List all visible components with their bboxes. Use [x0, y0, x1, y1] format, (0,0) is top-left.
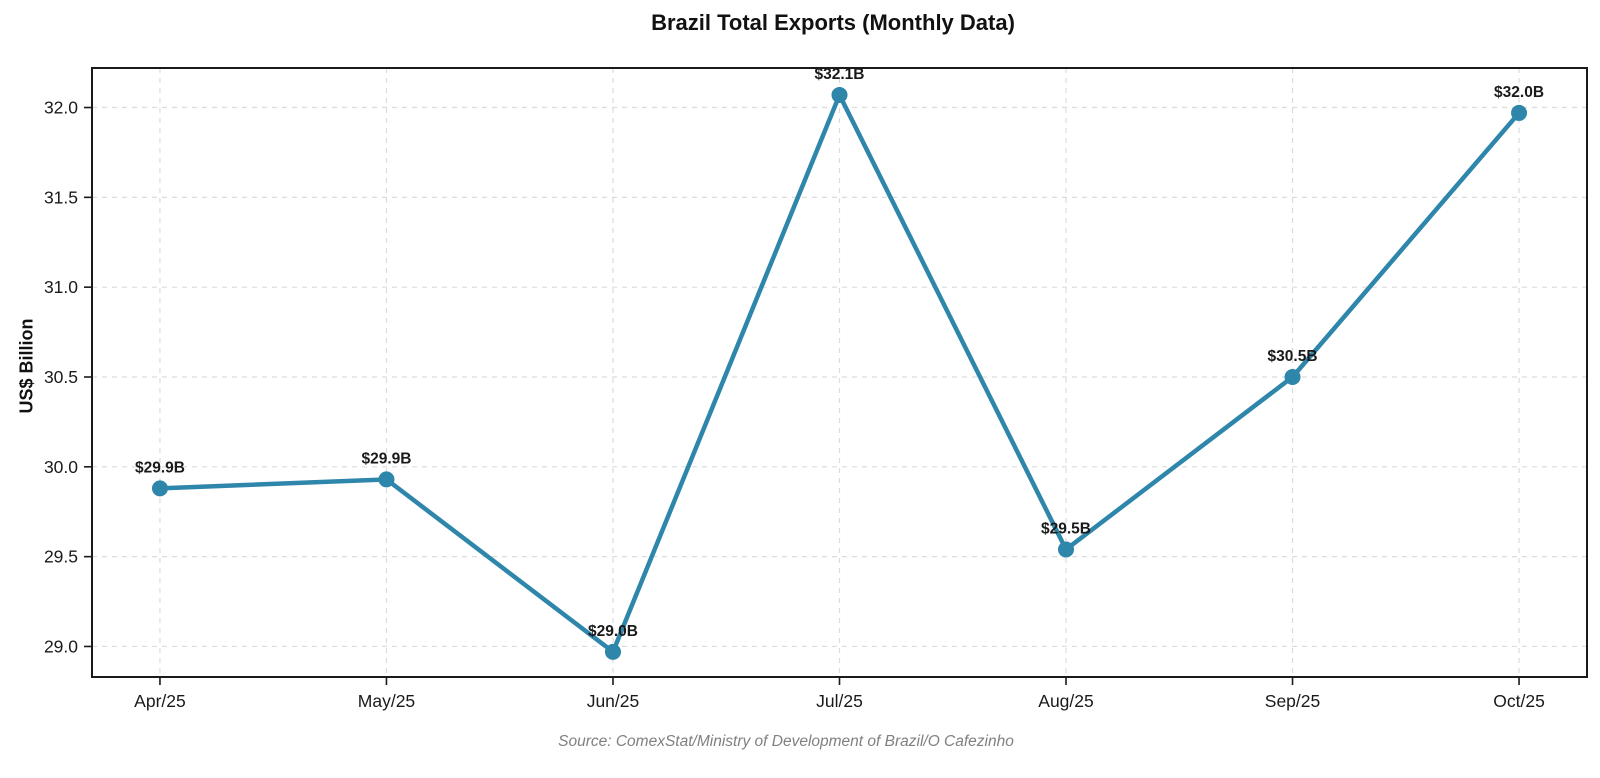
y-tick-label: 30.5: [44, 367, 78, 387]
y-axis-label: US$ Billion: [16, 318, 37, 414]
x-tick-label: Jun/25: [587, 691, 640, 711]
y-tick-label: 29.0: [44, 636, 78, 656]
y-tick-label: 31.0: [44, 277, 78, 297]
data-point-label: $30.5B: [1268, 348, 1318, 365]
data-point-label: $29.5B: [1041, 520, 1091, 537]
x-tick-label: Aug/25: [1038, 691, 1093, 711]
y-tick-label: 29.5: [44, 547, 78, 567]
x-tick-label: Apr/25: [134, 691, 186, 711]
y-tick-label: 31.5: [44, 187, 78, 207]
source-note: Source: ComexStat/Ministry of Developmen…: [558, 733, 1014, 750]
x-tick-label: Oct/25: [1493, 691, 1545, 711]
data-point: [151, 480, 168, 497]
data-point: [831, 86, 848, 103]
y-tick-label: 32.0: [44, 98, 78, 118]
y-tick-label: 30.0: [44, 457, 78, 477]
data-point: [1058, 541, 1075, 558]
data-point-label: $29.9B: [361, 450, 411, 467]
data-point: [604, 643, 621, 660]
data-point-label: $32.1B: [815, 66, 865, 83]
chart-title: Brazil Total Exports (Monthly Data): [651, 10, 1015, 35]
x-tick-label: Jul/25: [816, 691, 863, 711]
x-tick-label: May/25: [358, 691, 415, 711]
data-point: [378, 471, 395, 488]
data-point-label: $29.0B: [588, 623, 638, 640]
data-point-label: $29.9B: [135, 459, 185, 476]
data-point: [1511, 104, 1528, 121]
data-point-label: $32.0B: [1494, 84, 1544, 101]
x-tick-label: Sep/25: [1265, 691, 1320, 711]
data-point: [1284, 368, 1301, 385]
